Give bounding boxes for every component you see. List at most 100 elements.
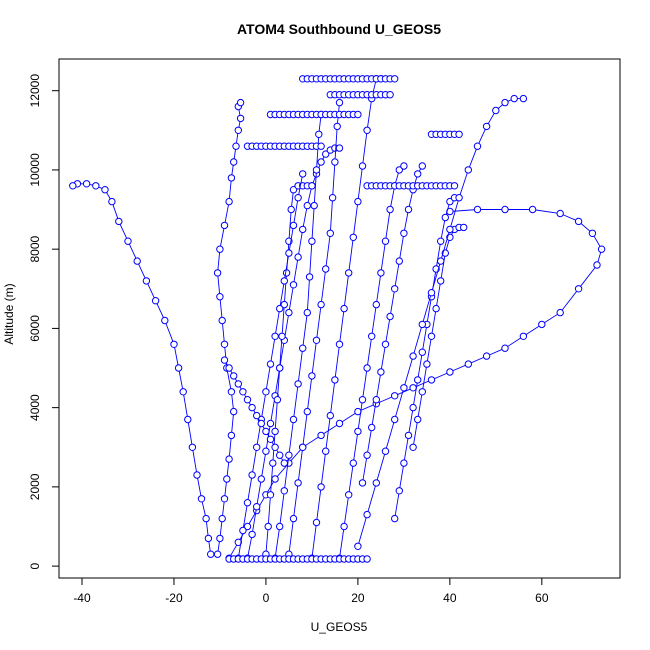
- data-point: [234, 380, 243, 388]
- data-point: [317, 158, 325, 166]
- data-point: [501, 205, 509, 214]
- data-point: [593, 261, 601, 269]
- series-17: [326, 91, 394, 99]
- data-point: [482, 122, 491, 131]
- data-point: [391, 514, 399, 523]
- data-point: [395, 487, 403, 495]
- data-point: [358, 162, 367, 170]
- data-point: [262, 447, 270, 455]
- data-point: [460, 223, 468, 232]
- data-point: [230, 407, 238, 416]
- series-line: [288, 102, 340, 555]
- y-tick-label: 4000: [28, 394, 42, 421]
- data-point: [287, 205, 295, 214]
- series-line: [72, 183, 212, 555]
- data-point: [414, 170, 422, 178]
- data-point: [574, 285, 583, 293]
- data-point: [437, 277, 445, 285]
- series-13: [354, 94, 528, 550]
- data-point: [455, 194, 463, 202]
- data-point: [446, 197, 454, 206]
- y-tick-label: 10000: [28, 153, 42, 187]
- data-point: [225, 455, 233, 463]
- data-point: [391, 415, 399, 424]
- data-point: [266, 435, 275, 443]
- data-point: [227, 431, 236, 440]
- y-tick-label: 0: [28, 562, 42, 569]
- data-point: [305, 273, 314, 281]
- data-point: [372, 479, 380, 487]
- series-line: [394, 197, 455, 519]
- series-5: [285, 98, 344, 558]
- data-point: [519, 94, 528, 103]
- data-point: [207, 550, 215, 558]
- data-point: [363, 510, 371, 519]
- series-21: [363, 182, 459, 190]
- data-point: [418, 320, 426, 329]
- data-point: [432, 304, 440, 313]
- data-point: [236, 98, 245, 107]
- data-point: [381, 237, 390, 245]
- data-point: [335, 340, 344, 348]
- data-point: [230, 158, 238, 166]
- data-point: [266, 360, 275, 368]
- data-point: [354, 427, 362, 436]
- data-point: [363, 364, 371, 372]
- data-point: [253, 503, 261, 511]
- series-4: [271, 110, 325, 562]
- data-point: [395, 257, 403, 265]
- y-axis-label: Altitude (m): [2, 283, 16, 344]
- data-point: [299, 225, 307, 234]
- data-point: [216, 534, 224, 543]
- data-point: [220, 356, 229, 364]
- data-point: [400, 162, 408, 170]
- data-point: [510, 94, 518, 103]
- data-point: [556, 308, 564, 317]
- data-point: [414, 376, 422, 384]
- data-point: [142, 277, 151, 285]
- data-point: [409, 403, 417, 412]
- data-point: [358, 396, 367, 404]
- data-point: [271, 443, 279, 451]
- y-tick-label: 8000: [28, 235, 42, 262]
- data-point: [574, 217, 583, 226]
- y-tick-label: 6000: [28, 315, 42, 342]
- data-point: [289, 281, 298, 289]
- data-point: [299, 170, 307, 178]
- data-point: [243, 396, 252, 404]
- data-point: [218, 514, 226, 523]
- data-point: [303, 407, 311, 416]
- data-point: [400, 384, 408, 392]
- data-point: [450, 182, 459, 190]
- data-point: [464, 360, 472, 368]
- data-point: [243, 522, 252, 531]
- data-point: [308, 237, 316, 245]
- data-point: [556, 209, 564, 218]
- data-point: [322, 265, 330, 273]
- data-point: [391, 392, 399, 400]
- data-point: [276, 304, 284, 313]
- data-point: [232, 142, 240, 150]
- data-point: [278, 332, 286, 340]
- data-point: [188, 443, 197, 451]
- series-11: [262, 182, 316, 558]
- data-point: [312, 166, 321, 174]
- data-point: [174, 364, 183, 372]
- data-point: [400, 229, 408, 238]
- data-point: [395, 166, 403, 174]
- x-axis: -40 -20 0 20 40 60: [73, 577, 549, 605]
- data-point: [253, 411, 261, 420]
- data-point: [310, 201, 318, 210]
- data-point: [234, 538, 243, 546]
- data-point: [312, 336, 321, 344]
- data-point: [271, 475, 279, 483]
- data-point: [202, 514, 210, 523]
- data-point: [340, 522, 348, 531]
- data-point: [363, 555, 371, 563]
- data-point: [285, 451, 293, 459]
- data-point: [427, 289, 436, 297]
- x-tick-label: -40: [73, 591, 91, 605]
- data-point: [400, 459, 408, 467]
- data-point: [312, 518, 321, 527]
- series-line: [274, 114, 322, 559]
